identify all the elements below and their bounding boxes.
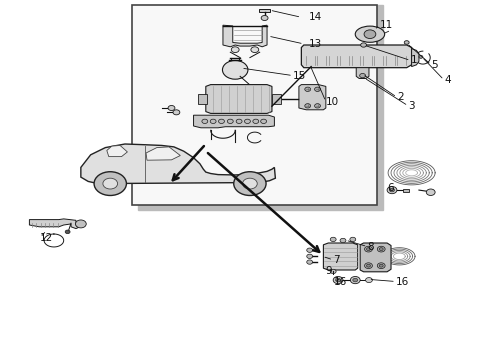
Circle shape [305, 104, 311, 108]
Circle shape [251, 47, 259, 53]
Text: 15: 15 [293, 71, 306, 81]
Circle shape [243, 178, 257, 189]
Circle shape [360, 73, 366, 78]
Text: 16: 16 [334, 276, 347, 287]
Polygon shape [146, 147, 180, 160]
Text: 5: 5 [431, 60, 438, 70]
Circle shape [227, 119, 233, 123]
Polygon shape [194, 115, 274, 128]
Circle shape [94, 172, 126, 195]
Circle shape [245, 119, 250, 123]
Text: 6: 6 [387, 183, 394, 193]
Text: 9: 9 [326, 266, 333, 276]
Circle shape [390, 188, 394, 192]
Circle shape [379, 248, 383, 251]
Circle shape [307, 248, 313, 252]
Text: 4: 4 [444, 75, 451, 85]
Polygon shape [107, 145, 127, 157]
Bar [198, 94, 207, 104]
Circle shape [377, 263, 385, 269]
Circle shape [367, 264, 370, 267]
Circle shape [353, 278, 358, 282]
Polygon shape [206, 85, 272, 113]
Circle shape [379, 264, 383, 267]
Circle shape [361, 43, 367, 47]
Circle shape [315, 104, 320, 108]
Circle shape [330, 269, 336, 274]
Circle shape [350, 237, 356, 242]
Circle shape [315, 87, 320, 91]
Circle shape [261, 119, 267, 123]
Text: 13: 13 [309, 39, 322, 49]
Text: 7: 7 [333, 255, 340, 265]
Polygon shape [360, 243, 391, 272]
Polygon shape [356, 68, 369, 78]
Circle shape [210, 119, 216, 123]
Circle shape [173, 110, 180, 115]
Circle shape [222, 60, 248, 79]
Text: 8: 8 [368, 242, 374, 252]
Circle shape [75, 220, 86, 228]
Circle shape [365, 246, 372, 252]
Text: 12: 12 [40, 233, 53, 243]
Text: 1: 1 [411, 55, 417, 66]
Bar [403, 189, 409, 192]
Polygon shape [323, 243, 358, 270]
Circle shape [256, 91, 261, 95]
Circle shape [340, 238, 346, 243]
Polygon shape [223, 25, 267, 47]
Circle shape [65, 230, 70, 234]
Circle shape [367, 248, 370, 251]
Circle shape [387, 186, 397, 194]
Text: 11: 11 [380, 20, 393, 30]
Polygon shape [81, 144, 275, 184]
Bar [132, 5, 377, 205]
Circle shape [261, 15, 268, 21]
Circle shape [307, 260, 313, 264]
Circle shape [419, 55, 423, 58]
Circle shape [219, 119, 224, 123]
Polygon shape [29, 219, 78, 229]
Circle shape [366, 278, 372, 283]
Circle shape [236, 119, 242, 123]
Polygon shape [301, 45, 412, 68]
Circle shape [426, 189, 435, 195]
Text: 16: 16 [396, 276, 409, 287]
Circle shape [168, 105, 175, 111]
Circle shape [231, 47, 239, 53]
Polygon shape [412, 49, 419, 67]
Polygon shape [138, 5, 383, 210]
Circle shape [307, 254, 313, 258]
Circle shape [330, 237, 336, 242]
Circle shape [305, 87, 311, 91]
Circle shape [404, 41, 409, 44]
Circle shape [365, 263, 372, 269]
Text: 10: 10 [326, 96, 339, 107]
Bar [272, 94, 281, 104]
Circle shape [333, 276, 343, 284]
Text: 3: 3 [408, 101, 415, 111]
Text: 14: 14 [309, 12, 322, 22]
Text: 2: 2 [397, 92, 404, 102]
Circle shape [202, 119, 208, 123]
Circle shape [103, 178, 118, 189]
Polygon shape [299, 85, 326, 110]
Circle shape [364, 30, 376, 39]
Circle shape [253, 119, 259, 123]
Circle shape [234, 172, 266, 195]
Circle shape [336, 278, 341, 282]
Circle shape [377, 246, 385, 252]
Circle shape [350, 276, 360, 284]
Ellipse shape [355, 26, 385, 42]
Polygon shape [259, 9, 270, 12]
